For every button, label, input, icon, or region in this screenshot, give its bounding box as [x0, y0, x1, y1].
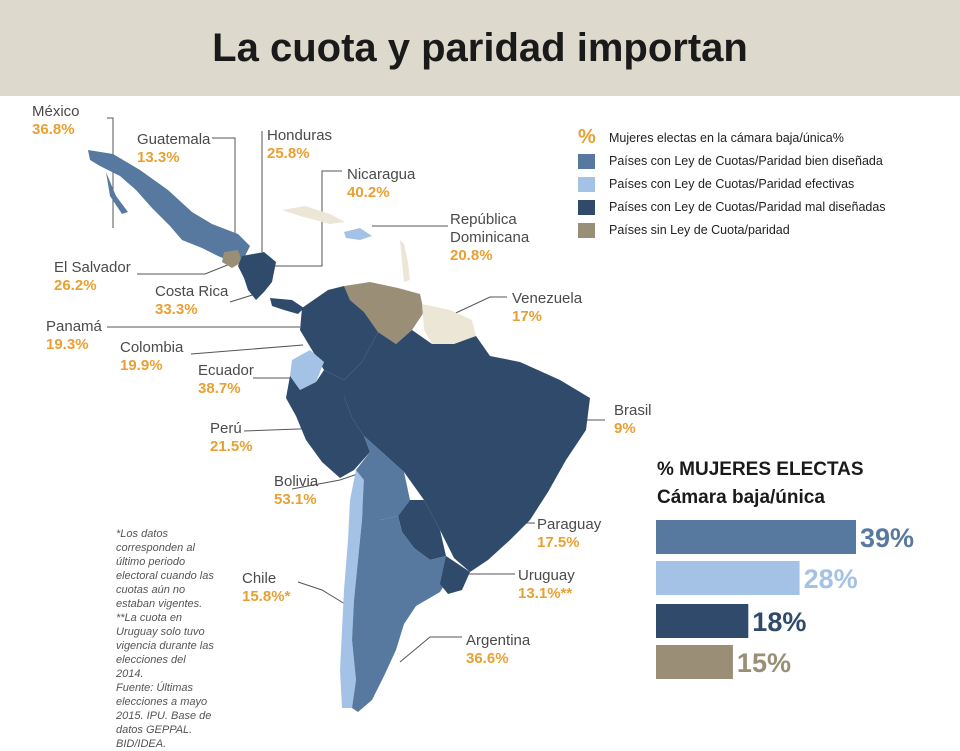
- guianas-region: [422, 304, 476, 344]
- bar-2: [656, 561, 800, 595]
- rep-dom-region: [344, 228, 372, 240]
- antilles-region: [400, 240, 410, 282]
- legend-label: Países sin Ley de Cuota/paridad: [609, 223, 790, 237]
- percent-icon: %: [578, 126, 596, 148]
- peru-region: [286, 370, 370, 478]
- central-america-region: [238, 252, 276, 300]
- chile-region: [340, 470, 364, 708]
- legend-label: Países con Ley de Cuotas/Paridad mal dis…: [609, 200, 886, 214]
- bar-chart-title: % MUJERES ELECTAS Cámara baja/única: [657, 459, 864, 508]
- mexico-region: [88, 150, 250, 262]
- bar-chart: 39%28% 18% 15%: [656, 520, 914, 679]
- paraguay-region: [398, 500, 446, 560]
- label-bolivia: Bolivia 53.1%: [274, 473, 319, 508]
- legend-swatch: [578, 223, 595, 238]
- legend-label: Países con Ley de Cuotas/Paridad efectiv…: [609, 177, 855, 191]
- label-nicaragua: Nicaragua 40.2%: [347, 166, 416, 201]
- connector-lines: [107, 117, 605, 663]
- legend-swatch: [578, 200, 595, 215]
- label-honduras: Honduras 25.8%: [267, 127, 333, 162]
- uruguay-region: [440, 556, 470, 594]
- bar-value-label-3: 18%: [752, 607, 806, 637]
- label-brasil: Brasil 9%: [614, 402, 652, 437]
- bar-1: [656, 520, 856, 554]
- bar-value-label-4: 15%: [737, 648, 791, 678]
- bar-3: [656, 604, 749, 638]
- label-el-salvador: El Salvador 26.2%: [54, 259, 131, 294]
- label-rep-dom: República Dominicana 20.8%: [450, 211, 530, 264]
- venezuela-region: [344, 282, 424, 344]
- label-colombia: Colombia 19.9%: [120, 339, 184, 374]
- legend-label: Países con Ley de Cuotas/Paridad bien di…: [609, 154, 883, 168]
- label-mexico: México 36.8%: [32, 103, 80, 138]
- label-paraguay: Paraguay 17.5%: [537, 516, 602, 551]
- footnote: *Los datos corresponden al último period…: [116, 528, 214, 750]
- legend-swatch: [578, 154, 595, 169]
- legend-label: Mujeres electas en la cámara baja/única%: [609, 131, 844, 145]
- label-uruguay: Uruguay 13.1%**: [518, 567, 575, 602]
- title-bar: [0, 0, 960, 96]
- panama-region: [270, 298, 304, 314]
- bar-4: [656, 645, 733, 679]
- cuba-region: [282, 206, 345, 224]
- page-title: La cuota y paridad importan: [212, 26, 748, 70]
- label-chile: Chile 15.8%*: [242, 570, 291, 605]
- legend-swatch: [578, 177, 595, 192]
- colombia-region: [300, 286, 378, 380]
- brazil-region: [344, 330, 590, 572]
- argentina-region: [352, 480, 454, 712]
- label-guatemala: Guatemala 13.3%: [137, 131, 211, 166]
- ecuador-region: [290, 350, 324, 390]
- latin-america-map: [88, 117, 605, 712]
- label-ecuador: Ecuador 38.7%: [198, 362, 254, 397]
- label-costa-rica: Costa Rica 33.3%: [155, 283, 229, 318]
- bar-value-label-1: 39%: [860, 523, 914, 553]
- label-panama: Panamá 19.3%: [46, 318, 102, 353]
- label-venezuela: Venezuela 17%: [512, 290, 583, 325]
- bar-value-label-2: 28%: [804, 564, 858, 594]
- label-peru: Perú 21.5%: [210, 420, 253, 455]
- guatemala-region: [222, 250, 242, 268]
- label-argentina: Argentina 36.6%: [466, 632, 531, 667]
